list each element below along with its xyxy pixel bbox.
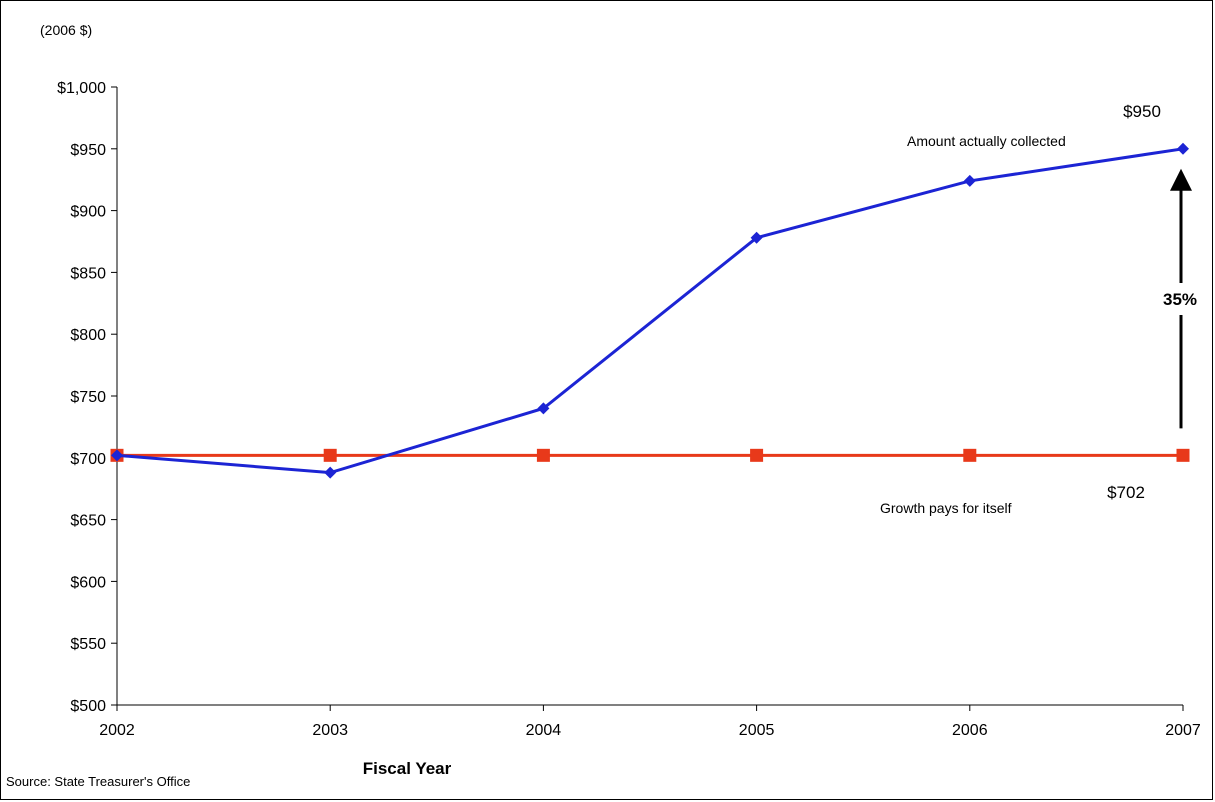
x-tick-label: 2003	[312, 722, 348, 739]
x-tick-label: 2005	[739, 722, 775, 739]
change-arrowhead	[1170, 168, 1192, 191]
data-point	[963, 448, 977, 462]
data-point	[1177, 142, 1189, 155]
source-note: Source: State Treasurer's Office	[6, 774, 190, 789]
data-point	[324, 466, 337, 479]
data-point	[750, 448, 764, 462]
data-point	[537, 402, 550, 415]
x-tick-label: 2002	[99, 722, 135, 739]
y-axis: $500 $550 $600 $650 $700 $750 $800 $850 $900 $950…	[57, 80, 118, 715]
y-tick-label: $650	[70, 513, 106, 530]
data-point	[323, 448, 337, 462]
y-tick-label: $800	[70, 327, 106, 344]
data-point	[1176, 448, 1190, 462]
data-point	[111, 449, 123, 462]
change-label: 35%	[1163, 290, 1197, 309]
end-value-bottom-label: $702	[1107, 483, 1145, 502]
y-tick-label: $900	[70, 204, 106, 221]
change-label-bg	[1152, 283, 1208, 315]
data-point	[750, 231, 763, 244]
y-tick-label: $950	[70, 142, 106, 159]
end-value-top-label: $950	[1123, 102, 1161, 121]
x-axis-title: Fiscal Year	[363, 759, 452, 778]
x-tick-label: 2007	[1165, 722, 1201, 739]
series-label-growth-pays: Growth pays for itself	[880, 500, 1012, 516]
y-tick-label: $750	[70, 389, 106, 406]
y-tick-label: $850	[70, 265, 106, 282]
y-tick-label: $1,000	[57, 80, 106, 97]
x-axis: 2002 2003 2004 2005 2006 2007	[99, 704, 1201, 739]
x-tick-label: 2004	[526, 722, 562, 739]
y-tick-label: $550	[70, 636, 106, 653]
unit-note: (2006 $)	[40, 22, 92, 38]
series-label-amount-collected: Amount actually collected	[907, 133, 1066, 149]
x-tick-label: 2006	[952, 722, 988, 739]
data-point	[536, 448, 550, 462]
y-tick-label: $600	[70, 574, 106, 591]
y-tick-label: $700	[70, 451, 106, 468]
series-line	[116, 147, 1184, 475]
y-tick-label: $500	[70, 698, 106, 715]
series-layer	[110, 142, 1190, 479]
data-point	[963, 174, 976, 187]
